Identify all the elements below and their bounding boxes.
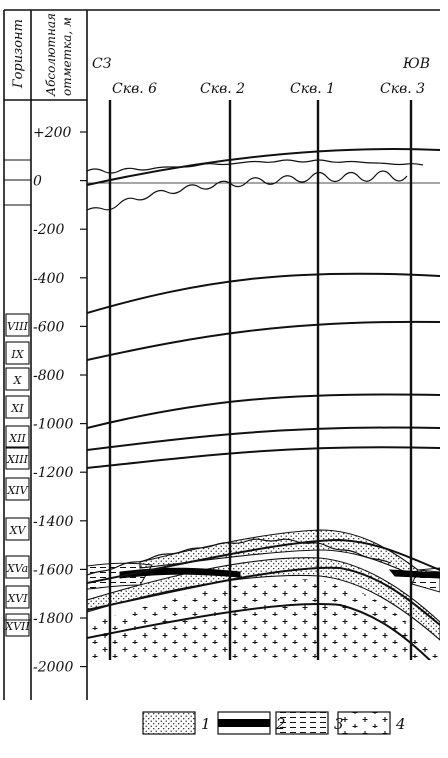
horizon-label: XII bbox=[8, 432, 26, 445]
unconformity-upper bbox=[87, 159, 424, 174]
elevation-tick-label: -800 bbox=[33, 368, 65, 384]
unconformity-base bbox=[87, 538, 392, 576]
horizon-box bbox=[5, 446, 30, 470]
elevation-tick-label: -1400 bbox=[33, 514, 73, 530]
legend-swatch-crosses-basement bbox=[337, 711, 391, 735]
horizon-column-header: Горизонт bbox=[11, 19, 26, 89]
horizon-line bbox=[87, 272, 440, 314]
elevation-tick-label: -200 bbox=[33, 222, 65, 238]
coal-seam-right bbox=[388, 569, 440, 579]
legend-swatch-dashed-hatch bbox=[275, 711, 329, 735]
horizon-box bbox=[5, 313, 30, 337]
legend: 1234 bbox=[142, 711, 406, 735]
horizon-label: XIV bbox=[6, 484, 28, 497]
horizon-label: IX bbox=[10, 348, 24, 361]
elevation-column-header-line2: отметка, м bbox=[60, 17, 74, 96]
horizon-box bbox=[5, 555, 30, 579]
horizon-line bbox=[87, 566, 440, 626]
well-label: Скв. 2 bbox=[200, 81, 245, 97]
horizon-line bbox=[87, 603, 432, 660]
horizon-line bbox=[87, 538, 440, 584]
horizon-box bbox=[5, 341, 30, 365]
direction-right-label: ЮВ bbox=[402, 56, 430, 72]
horizon-box bbox=[5, 425, 30, 449]
horizon-label: XV bbox=[9, 524, 27, 537]
horizon-box bbox=[5, 585, 30, 609]
well-label: Скв. 3 bbox=[380, 81, 425, 97]
direction-left-label: СЗ bbox=[92, 56, 112, 72]
horizon-box bbox=[5, 367, 30, 391]
horizon-label: X bbox=[13, 374, 23, 387]
well-label: Скв. 6 bbox=[112, 81, 157, 97]
crystalline-basement bbox=[87, 579, 440, 660]
elevation-tick-label: 0 bbox=[33, 174, 42, 190]
elevation-tick-label: -400 bbox=[33, 271, 65, 287]
horizon-line bbox=[87, 148, 440, 186]
wells: Скв. 6 Скв. 2 Скв. 1 Скв. 3 bbox=[108, 81, 425, 660]
horizon-line bbox=[87, 446, 440, 469]
horizon-label: XVII bbox=[4, 620, 30, 633]
horizon-label: VIII bbox=[7, 320, 29, 333]
horizon-label: XVa bbox=[6, 562, 28, 575]
elevation-tick-label: -1000 bbox=[33, 417, 73, 433]
horizon-box bbox=[5, 517, 30, 541]
horizon-label: XI bbox=[10, 402, 24, 415]
elevation-tick-label: +200 bbox=[33, 125, 72, 141]
legend-swatch-dotted-sand bbox=[142, 711, 196, 735]
horizon-line bbox=[87, 393, 440, 429]
elevation-tick-label: -2000 bbox=[33, 660, 73, 676]
legend-number: 1 bbox=[201, 715, 211, 733]
frame bbox=[3, 9, 440, 700]
well-label: Скв. 1 bbox=[290, 81, 335, 97]
elevation-tick-label: -1600 bbox=[33, 562, 73, 578]
elevation-axis: +200 0 -200 -400 -600 -800 -1000 -1200 -1400 -160… bbox=[33, 125, 87, 676]
horizon-column: VIII IX X XI XII XIII XIV XV XVa XVI XVII bbox=[4, 159, 31, 637]
unconformity-lower bbox=[87, 170, 408, 211]
legend-black-band bbox=[218, 719, 270, 727]
horizon-label: XIII bbox=[6, 453, 29, 466]
structural-horizons bbox=[87, 148, 440, 660]
elevation-column-header-line1: Абсолютная bbox=[44, 13, 58, 97]
elevation-tick-label: -600 bbox=[33, 319, 65, 335]
upper-sand-lens bbox=[139, 529, 440, 576]
legend-number: 4 bbox=[395, 715, 406, 733]
elevation-tick-label: -1800 bbox=[33, 611, 73, 627]
horizon-label: XVI bbox=[6, 592, 28, 605]
horizon-box bbox=[5, 477, 30, 501]
unconformities bbox=[87, 159, 424, 576]
elevation-tick-label: -1200 bbox=[33, 465, 73, 481]
horizon-line bbox=[87, 320, 440, 361]
horizon-line bbox=[87, 426, 440, 451]
horizon-box bbox=[5, 395, 30, 419]
horizon-box bbox=[5, 613, 30, 637]
